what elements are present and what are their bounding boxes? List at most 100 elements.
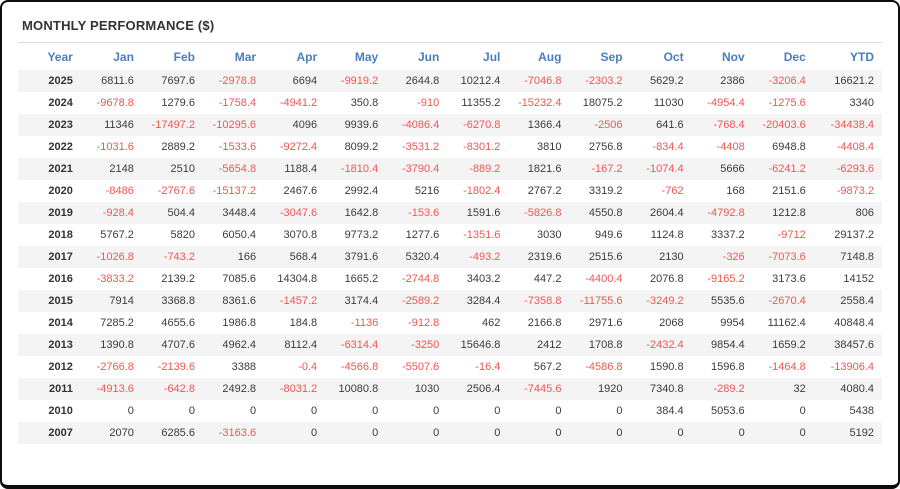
value-cell: 504.4 (167, 207, 195, 219)
value-cell: 3284.4 (466, 295, 501, 307)
value-cell: 168 (726, 185, 745, 197)
value-cell: 2076.8 (649, 273, 684, 285)
value-cell: 4962.4 (222, 339, 257, 351)
value-cell: 5629.2 (649, 75, 684, 87)
value-cell: -2670.4 (768, 295, 806, 307)
value-cell: 18075.2 (582, 97, 623, 109)
value-cell: 2151.6 (772, 185, 806, 197)
value-cell: -9272.4 (279, 141, 318, 153)
value-cell: -743.2 (163, 251, 195, 263)
value-cell: 0 (311, 427, 318, 439)
value-cell: -3047.6 (279, 207, 318, 219)
column-header-oct[interactable]: Oct (663, 50, 684, 64)
value-cell: -17497.2 (151, 119, 195, 131)
value-cell: 1591.6 (466, 207, 501, 219)
value-cell: -9165.2 (707, 273, 745, 285)
value-cell: -4408 (716, 141, 745, 153)
value-cell: 1590.8 (649, 361, 684, 373)
table-row: 2019 -928.4 504.4 3448.4 -3047.6 1642.8 -153.6… (18, 202, 882, 224)
value-cell: -7358.8 (524, 295, 562, 307)
value-cell: 6694 (292, 75, 318, 87)
value-cell: 2992.4 (344, 185, 379, 197)
value-cell: -3531.2 (401, 141, 440, 153)
value-cell: 4707.6 (161, 339, 195, 351)
ytd-cell: -13906.4 (830, 361, 874, 373)
value-cell: 3791.6 (344, 251, 379, 263)
ytd-cell: 5438 (849, 405, 874, 417)
value-cell: -1810.4 (340, 163, 379, 175)
value-cell: -6314.4 (340, 339, 379, 351)
value-cell: 1279.6 (161, 97, 195, 109)
column-header-ytd[interactable]: YTD (850, 50, 874, 64)
column-header-may[interactable]: May (354, 50, 379, 64)
value-cell: 350.8 (350, 97, 379, 109)
ytd-cell: -4408.4 (836, 141, 874, 153)
table-row: 2016 -3833.2 2139.2 7085.6 14304.8 1665.2 -274… (18, 268, 882, 290)
table-row: 2025 6811.6 7697.6 -2978.8 6694 -9919.2 2644.8… (18, 70, 882, 92)
value-cell: 2604.4 (649, 207, 684, 219)
column-header-jan[interactable]: Jan (113, 50, 134, 64)
column-header-sep[interactable]: Sep (600, 50, 623, 64)
value-cell: 3030 (536, 229, 562, 241)
column-header-jun[interactable]: Jun (417, 50, 440, 64)
column-header-aug[interactable]: Aug (538, 50, 562, 64)
panel-content: MONTHLY PERFORMANCE ($) Year Jan Feb Mar Apr… (2, 2, 898, 444)
value-cell: 462 (482, 317, 501, 329)
value-cell: -4086.4 (401, 119, 440, 131)
value-cell: -4913.6 (96, 383, 134, 395)
value-cell: -889.2 (469, 163, 501, 175)
value-cell: 5053.6 (711, 405, 745, 417)
value-cell: -3163.6 (218, 427, 257, 439)
value-cell: 6948.8 (772, 141, 806, 153)
table-row: 2021 2148 2510 -5654.8 1188.4 -1810.4 -3790.4 -… (18, 158, 882, 180)
value-cell: 1659.2 (772, 339, 806, 351)
value-cell: 5666 (720, 163, 745, 175)
value-cell: 2492.8 (222, 383, 257, 395)
value-cell: 3173.6 (772, 273, 806, 285)
value-cell: -7445.6 (524, 383, 562, 395)
value-cell: 0 (372, 405, 379, 417)
value-cell: 0 (616, 427, 623, 439)
value-cell: 641.6 (656, 119, 684, 131)
value-cell: 1986.8 (222, 317, 257, 329)
table-row: 2013 1390.8 4707.6 4962.4 8112.4 -6314.4 -3250… (18, 334, 882, 356)
value-cell: 3070.8 (283, 229, 318, 241)
table-row: 2010 0 0 0 0 0 0 0 0 0 384.4 5053.6 0 5438 (18, 400, 882, 422)
value-cell: -2432.4 (646, 339, 684, 351)
column-header-jul[interactable]: Jul (483, 50, 501, 64)
value-cell: 384.4 (656, 405, 684, 417)
table-row: 2018 5767.2 5820 6050.4 3070.8 9773.2 1277.6 -1… (18, 224, 882, 246)
value-cell: 1390.8 (100, 339, 134, 351)
value-cell: 0 (372, 427, 379, 439)
year-cell: 2018 (48, 229, 73, 241)
ytd-cell: 4080.4 (840, 383, 874, 395)
value-cell: -4586.8 (585, 361, 623, 373)
column-header-mar[interactable]: Mar (234, 50, 257, 64)
value-cell: 6285.6 (161, 427, 195, 439)
value-cell: -16.4 (475, 361, 501, 373)
value-cell: 0 (616, 405, 623, 417)
column-header-nov[interactable]: Nov (722, 50, 745, 64)
value-cell: 0 (799, 405, 806, 417)
column-header-year[interactable]: Year (47, 50, 73, 64)
value-cell: -1026.8 (96, 251, 134, 263)
column-header-apr[interactable]: Apr (296, 50, 318, 64)
column-header-feb[interactable]: Feb (173, 50, 195, 64)
value-cell: 3448.4 (222, 207, 257, 219)
value-cell: -2766.8 (96, 361, 134, 373)
page-title: MONTHLY PERFORMANCE ($) (22, 18, 215, 33)
value-cell: 2386 (720, 75, 745, 87)
value-cell: -1533.6 (218, 141, 257, 153)
value-cell: 1366.4 (527, 119, 562, 131)
value-cell: -910 (417, 97, 440, 109)
value-cell: 0 (433, 427, 440, 439)
value-cell: 568.4 (289, 251, 318, 263)
ytd-cell: -6293.6 (836, 163, 874, 175)
value-cell: -762 (661, 185, 684, 197)
value-cell: -7073.6 (768, 251, 806, 263)
value-cell: 11346 (104, 119, 134, 131)
ytd-cell: 40848.4 (834, 317, 874, 329)
value-cell: -20403.6 (762, 119, 806, 131)
column-header-dec[interactable]: Dec (783, 50, 806, 64)
value-cell: 0 (799, 427, 806, 439)
